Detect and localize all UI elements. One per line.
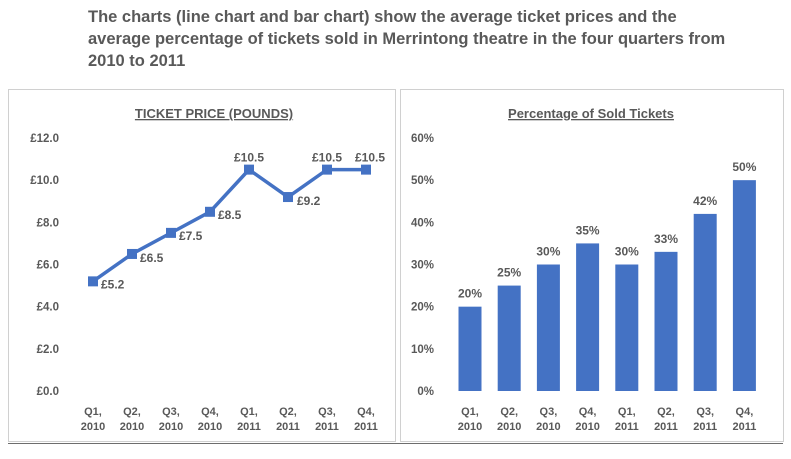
ticket-price-series-line	[91, 167, 366, 283]
line-y-tick-label: £0.0	[37, 386, 59, 398]
bar	[536, 264, 560, 391]
line-data-label: £9.2	[297, 194, 321, 208]
line-point-marker	[166, 227, 176, 238]
line-y-tick-label: £8.0	[37, 217, 59, 229]
line-point-marker	[283, 192, 293, 203]
line-y-tick-label: £10.0	[30, 175, 59, 187]
line-data-label: £10.5	[355, 151, 385, 165]
bar-y-tick-label: 50%	[411, 175, 434, 187]
line-chart-title: TICKET PRICE (POUNDS)	[135, 106, 293, 121]
line-y-tick-label: £4.0	[37, 302, 59, 314]
bar	[497, 285, 521, 391]
line-y-tick-label: £2.0	[37, 344, 59, 356]
bar-data-label: 35%	[576, 223, 600, 237]
bar	[693, 213, 717, 391]
bar-y-tick-label: 20%	[411, 302, 434, 314]
bar-x-tick-label: Q1, 2011	[615, 406, 639, 433]
line-point-marker	[322, 164, 332, 175]
bar-x-tick-label: Q1, 2010	[458, 406, 482, 433]
line-data-label: £10.5	[234, 151, 264, 165]
line-data-label: £10.5	[312, 151, 342, 165]
bar-x-tick-label: Q2, 2011	[654, 406, 678, 433]
line-point-marker	[244, 164, 254, 175]
bar-x-tick-label: Q3, 2011	[693, 406, 717, 433]
line-point-marker	[205, 206, 215, 217]
line-x-tick-label: Q2, 2010	[120, 406, 144, 433]
bar-chart-title: Percentage of Sold Tickets	[508, 106, 674, 121]
bar	[732, 180, 756, 391]
sold-tickets-bar-chart: Percentage of Sold Tickets 0% 10% 20% 30% 40…	[411, 106, 757, 433]
bar-x-tick-label: Q2, 2010	[497, 406, 521, 433]
sold-tickets-chart-panel: Percentage of Sold Tickets 0% 10% 20% 30% 40…	[400, 89, 784, 442]
line-x-tick-label: Q1, 2011	[237, 406, 261, 433]
ticket-price-chart-panel: TICKET PRICE (POUNDS) £0.0 £2.0 £4.0 £6.0 £8…	[8, 89, 396, 442]
line-x-tick-label: Q2, 2011	[276, 406, 300, 433]
bar-y-tick-label: 0%	[417, 386, 434, 398]
line-x-tick-label: Q4, 2011	[354, 406, 378, 433]
bar	[458, 306, 482, 391]
line-data-label: £8.5	[218, 208, 242, 222]
line-point-marker	[88, 276, 98, 287]
line-x-tick-label: Q3, 2011	[315, 406, 339, 433]
bar-x-tick-label: Q3, 2010	[536, 406, 560, 433]
bar-data-label: 42%	[693, 194, 717, 208]
line-y-tick-label: £12.0	[30, 133, 59, 145]
bar-data-label: 25%	[497, 266, 521, 280]
line-y-tick-label: £6.0	[37, 260, 59, 272]
bar-data-label: 50%	[732, 160, 756, 174]
bar-x-tick-label: Q4, 2011	[732, 406, 756, 433]
bar	[576, 243, 600, 391]
bar-data-label: 30%	[615, 245, 639, 259]
bar-x-tick-label: Q4, 2010	[575, 406, 599, 433]
line-point-marker	[361, 164, 371, 175]
page-heading: The charts (line chart and bar chart) sh…	[88, 8, 726, 70]
bottom-divider	[8, 443, 783, 444]
ticket-price-line-chart: TICKET PRICE (POUNDS) £0.0 £2.0 £4.0 £6.0 £8…	[30, 106, 385, 433]
bar-data-label: 30%	[536, 245, 560, 259]
line-x-tick-label: Q3, 2010	[159, 406, 183, 433]
bar-data-label: 20%	[458, 287, 482, 301]
line-data-label: £6.5	[140, 251, 164, 265]
bar-data-label: 33%	[654, 232, 678, 246]
line-point-marker	[127, 248, 137, 259]
bar-y-tick-label: 30%	[411, 260, 434, 272]
bar-y-tick-label: 40%	[411, 217, 434, 229]
bar	[654, 251, 678, 391]
line-data-label: £7.5	[179, 229, 203, 243]
line-data-label: £5.2	[101, 277, 125, 291]
bar	[615, 264, 639, 391]
bar-y-tick-label: 10%	[411, 344, 434, 356]
line-x-tick-label: Q1, 2010	[81, 406, 105, 433]
bar-y-tick-label: 60%	[411, 133, 434, 145]
line-x-tick-label: Q4, 2010	[198, 406, 222, 433]
